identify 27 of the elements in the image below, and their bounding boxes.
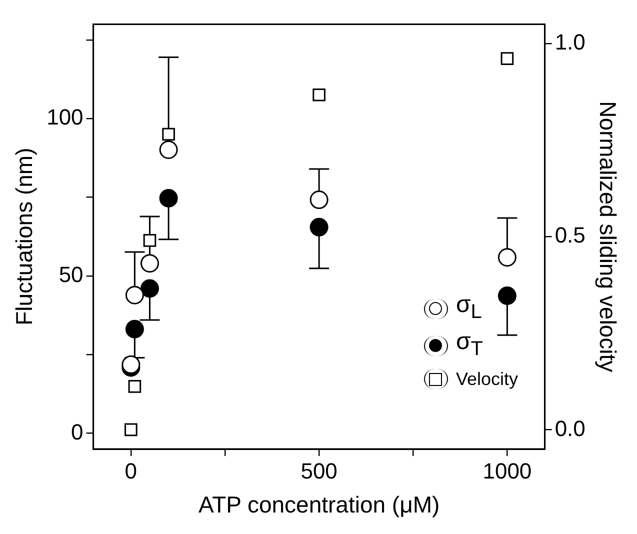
x-tick-label: 1000 <box>482 458 532 484</box>
y2-tick-label: 0.0 <box>554 416 586 441</box>
point <box>162 128 175 141</box>
legend-label: Velocity <box>456 368 518 391</box>
x-tick-label: 500 <box>300 458 338 484</box>
x-tick-label: 0 <box>124 458 138 484</box>
point <box>498 286 516 306</box>
legend-label: σ$_{T}$ <box>456 327 483 362</box>
x-axis-title: ATP concentration (μM) <box>198 492 440 518</box>
y-tick-label: 0 <box>71 419 84 444</box>
point <box>124 423 138 436</box>
point <box>312 88 326 102</box>
point <box>500 52 514 65</box>
y-axis-title: Fluctuations (nm) <box>11 148 38 326</box>
point <box>122 355 140 374</box>
y2-axis-title: Normalized sliding velocity <box>594 101 621 373</box>
point <box>140 279 159 298</box>
legend-label: σ$_{L}$ <box>456 290 482 326</box>
y2-tick-label: 1.0 <box>554 30 586 55</box>
point <box>128 380 142 393</box>
point <box>125 320 144 338</box>
y-tick-label: 100 <box>46 104 84 130</box>
point <box>310 218 328 236</box>
point <box>143 234 156 247</box>
y-tick-label: 50 <box>58 262 84 287</box>
y2-tick-label: 0.5 <box>554 222 586 248</box>
point <box>159 188 178 208</box>
